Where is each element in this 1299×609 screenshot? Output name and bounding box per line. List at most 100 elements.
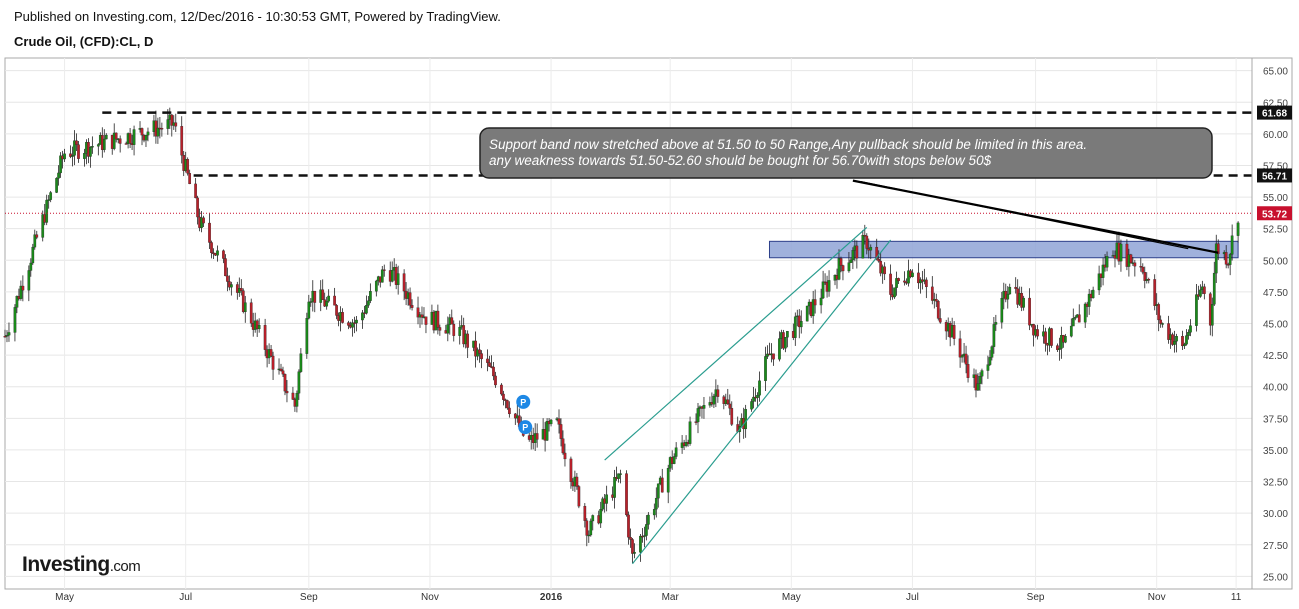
trendlines[interactable]	[604, 179, 1219, 565]
candle-body	[756, 395, 759, 398]
candle-body	[1224, 252, 1228, 265]
x-tick-label: Sep	[1027, 592, 1045, 603]
candles	[3, 107, 1240, 564]
candle-body	[837, 258, 841, 280]
candle-body	[420, 314, 424, 318]
candle-body	[208, 222, 211, 243]
candle-body	[365, 305, 368, 314]
candle-body	[559, 424, 563, 439]
candle-body	[1175, 336, 1178, 342]
candle-body	[1056, 345, 1059, 350]
candle-body	[295, 393, 299, 407]
candle-body	[958, 338, 962, 358]
candle-body	[827, 280, 831, 292]
candle-body	[911, 272, 914, 277]
candle-body	[1083, 303, 1087, 323]
candle-body	[994, 322, 998, 325]
candle-body	[1189, 325, 1192, 333]
price-badges: 61.68 56.71 53.72	[1257, 105, 1292, 221]
candle-body	[712, 395, 716, 405]
candle-body	[146, 131, 150, 136]
y-axis: 25.00 27.50 30.00 32.50 35.00 37.50 40.00 42.50…	[1251, 58, 1288, 589]
candle-body	[925, 279, 928, 288]
event-marker[interactable]	[516, 394, 531, 409]
candle-body	[466, 333, 470, 348]
y-tick-label: 37.50	[1263, 414, 1288, 425]
candle-body	[96, 144, 100, 147]
candle-body	[408, 292, 412, 306]
candle-body	[91, 146, 94, 148]
candle-body	[895, 278, 898, 288]
candle-body	[416, 307, 420, 318]
candle-body	[309, 301, 313, 303]
y-tick-label: 55.00	[1263, 193, 1288, 204]
candle-body	[976, 383, 980, 391]
y-tick-label: 47.50	[1263, 288, 1288, 299]
candle-body	[654, 497, 658, 510]
candle-body	[1161, 323, 1164, 325]
candle-body	[33, 234, 37, 248]
candle-body	[633, 552, 636, 554]
candle-body	[47, 199, 51, 201]
candle-body	[224, 258, 227, 277]
candle-body	[813, 299, 817, 306]
y-tick-label: 30.00	[1263, 509, 1288, 520]
candle-body	[557, 418, 561, 425]
candle-body	[313, 290, 317, 303]
candle-body	[684, 442, 688, 446]
candle-body	[341, 312, 344, 323]
candle-body	[186, 159, 190, 174]
y-tick-label: 35.00	[1263, 446, 1288, 457]
candle-body	[1185, 335, 1188, 345]
candle-body	[333, 295, 336, 306]
y-tick-label: 40.00	[1263, 383, 1288, 394]
y-tick-label: 60.00	[1263, 130, 1288, 141]
pointer-line-secondary[interactable]	[860, 181, 1189, 250]
channel-line[interactable]	[604, 226, 868, 461]
candle-body	[1058, 348, 1061, 350]
investing-logo: Investing.com	[22, 553, 141, 577]
candle-body	[805, 305, 809, 322]
candle-body	[938, 318, 942, 323]
candle-body	[936, 301, 940, 319]
candle-body	[291, 392, 295, 400]
candle-body	[255, 320, 259, 330]
event-marker[interactable]	[518, 420, 533, 435]
candle-body	[1173, 341, 1176, 345]
annotation-line-1: Support band now stretched above at 51.5…	[489, 137, 1087, 152]
y-tick-label: 65.00	[1263, 67, 1288, 78]
annotation-box[interactable]	[479, 127, 1213, 179]
candle-body	[170, 114, 174, 126]
candle-body	[1167, 323, 1170, 340]
candle-body	[585, 520, 589, 536]
x-tick-label: Sep	[300, 592, 318, 603]
x-axis: May Jul Sep Nov 2016 Mar May Jul Sep Nov 11	[55, 592, 1242, 603]
candle-body	[63, 153, 66, 160]
candle-body	[875, 246, 879, 260]
candle-body	[883, 266, 887, 275]
candle-body	[545, 421, 549, 441]
candle-body	[29, 262, 33, 271]
candle-body	[83, 153, 86, 159]
candle-body	[124, 143, 128, 145]
candle-body	[243, 302, 247, 313]
candle-body	[1214, 243, 1218, 274]
candle-body	[438, 327, 442, 331]
event-markers[interactable]: PP	[516, 394, 533, 435]
candle-body	[73, 140, 76, 156]
candle-body	[396, 273, 400, 285]
candle-body	[1101, 264, 1105, 278]
candle-body	[1073, 317, 1077, 319]
candle-body	[307, 301, 311, 319]
candle-body	[549, 419, 553, 425]
candle-body	[1202, 286, 1206, 294]
candle-body	[851, 250, 855, 261]
candle-body	[766, 353, 769, 357]
candle-body	[55, 178, 58, 193]
annotation-callout[interactable]: Support band now stretched above at 51.5…	[479, 127, 1213, 179]
candle-body	[424, 316, 428, 325]
channel-line[interactable]	[632, 239, 892, 565]
candle-body	[889, 273, 892, 295]
candle-body	[13, 307, 17, 333]
